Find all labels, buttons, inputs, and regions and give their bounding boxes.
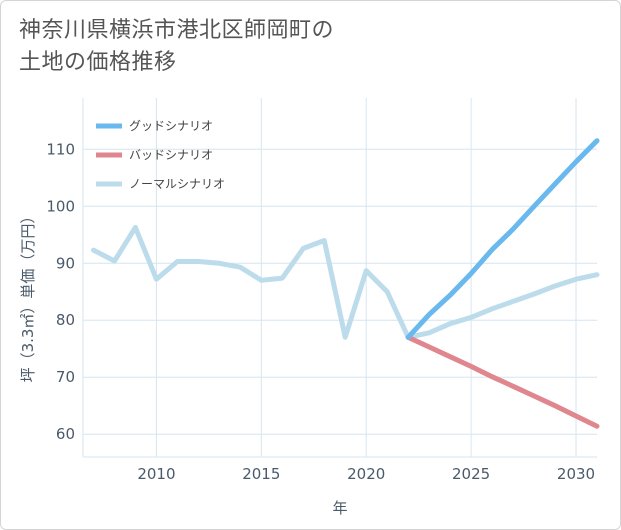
y-axis-label: 坪（3.3㎡）単価（万円）: [19, 209, 37, 383]
y-tick-label: 80: [56, 311, 75, 329]
chart-title-line-2: 土地の価格推移: [19, 50, 177, 75]
x-tick-label: 2020: [347, 465, 385, 483]
chart-title-line-1: 神奈川県横浜市港北区師岡町の: [19, 18, 335, 43]
x-tick-label: 2025: [452, 465, 490, 483]
series-line-normal: [91, 224, 600, 340]
legend-label-0: グッドシナリオ: [129, 119, 213, 133]
x-tick-label: 2010: [137, 465, 175, 483]
x-tick-label: 2030: [557, 465, 595, 483]
series-line-good: [405, 138, 600, 340]
y-tick-label: 90: [56, 254, 75, 272]
series-line-bad: [405, 334, 600, 429]
y-tick-label: 70: [56, 368, 75, 386]
legend-label-2: ノーマルシナリオ: [129, 177, 225, 191]
chart-title: 神奈川県横浜市港北区師岡町の 土地の価格推移: [19, 15, 579, 79]
x-tick-label: 2015: [242, 465, 280, 483]
series-lines: [91, 138, 600, 429]
y-tick-label: 100: [46, 197, 75, 215]
x-axis-label: 年: [332, 499, 347, 517]
axis-ticks: 2010 2015 2020 2025 2030 60 70 80 90 100 110: [46, 140, 595, 483]
y-tick-label: 60: [56, 425, 75, 443]
legend-label-1: バッドシナリオ: [129, 148, 213, 162]
y-tick-label: 110: [46, 140, 75, 158]
grid-lines: [82, 98, 597, 458]
